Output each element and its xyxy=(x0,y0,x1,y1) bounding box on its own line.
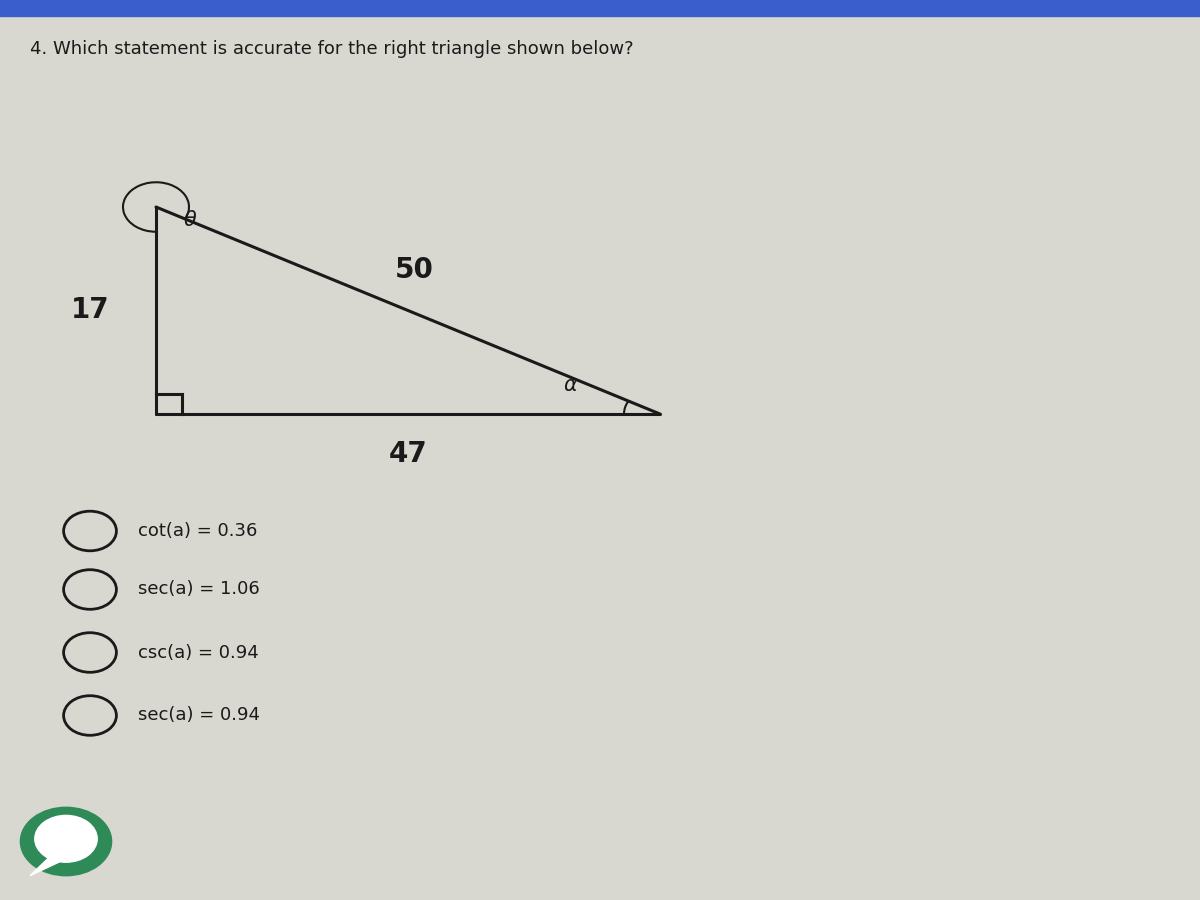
Text: 50: 50 xyxy=(395,256,433,284)
Circle shape xyxy=(20,807,112,876)
Polygon shape xyxy=(30,855,68,876)
Circle shape xyxy=(36,816,96,861)
Bar xyxy=(0,0,1200,16)
Circle shape xyxy=(35,815,97,862)
Text: θ: θ xyxy=(184,211,196,230)
Text: 47: 47 xyxy=(389,440,427,469)
Text: 17: 17 xyxy=(71,296,109,325)
Text: α: α xyxy=(563,375,577,395)
Text: sec(a) = 0.94: sec(a) = 0.94 xyxy=(138,706,260,724)
Text: csc(a) = 0.94: csc(a) = 0.94 xyxy=(138,644,259,662)
Text: cot(a) = 0.36: cot(a) = 0.36 xyxy=(138,522,257,540)
Text: sec(a) = 1.06: sec(a) = 1.06 xyxy=(138,580,259,598)
Text: 4. Which statement is accurate for the right triangle shown below?: 4. Which statement is accurate for the r… xyxy=(30,40,634,58)
